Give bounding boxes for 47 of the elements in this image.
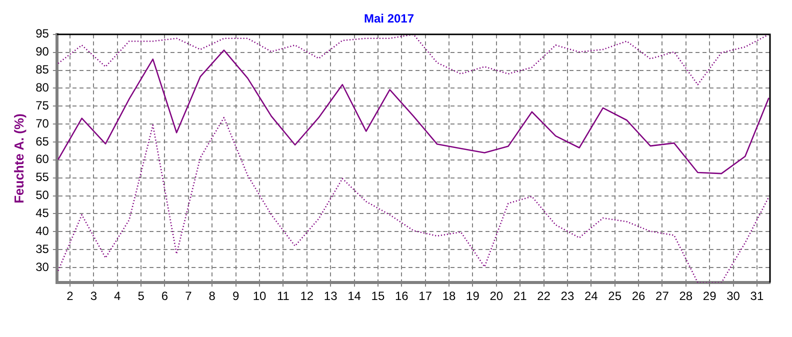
x-tick-label: 25: [608, 289, 622, 304]
chart-title: Mai 2017: [364, 12, 414, 26]
x-tick-label: 15: [371, 289, 385, 304]
x-tick-label: 9: [232, 289, 240, 304]
x-tick-label: 23: [560, 289, 574, 304]
x-tick-label: 27: [656, 289, 670, 304]
x-tick-label: 17: [418, 289, 432, 304]
x-tick-label: 5: [138, 289, 145, 304]
y-axis-title: Feuchte A. (%): [11, 114, 26, 204]
x-tick-label: 6: [161, 289, 168, 304]
x-tick-label: 26: [632, 289, 646, 304]
x-tick-label: 28: [679, 289, 693, 304]
x-tick-label: 13: [324, 289, 338, 304]
x-tick-label: 2: [66, 289, 74, 304]
x-tick-label: 22: [537, 289, 551, 304]
x-tick-label: 14: [348, 289, 362, 304]
y-tick-label: 65: [36, 134, 50, 148]
x-tick-label: 11: [276, 289, 290, 304]
y-tick-label: 60: [36, 152, 50, 166]
x-tick-label: 4: [114, 289, 122, 304]
y-tick-label: 95: [36, 26, 50, 41]
x-tick-label: 19: [466, 289, 480, 304]
y-tick-label: 45: [36, 206, 50, 220]
line-series: [57, 34, 770, 86]
y-tick-label: 85: [36, 62, 50, 77]
x-tick-label: 31: [750, 289, 764, 304]
x-tick-label: 10: [252, 289, 266, 304]
y-tick-label: 40: [36, 224, 50, 238]
x-tick-label: 12: [300, 289, 314, 304]
x-tick-label: 3: [90, 289, 98, 304]
y-tick-label: 35: [36, 242, 50, 256]
y-tick-label: 50: [36, 188, 50, 202]
x-tick-label: 18: [442, 289, 456, 304]
y-tick-label: 80: [36, 80, 50, 95]
x-tick-label: 24: [584, 289, 598, 304]
x-tick-label: 21: [513, 289, 528, 304]
x-tick-label: 7: [185, 289, 192, 304]
y-tick-label: 75: [36, 98, 50, 112]
x-tick-label: 30: [726, 289, 740, 304]
y-tick-label: 30: [36, 260, 50, 274]
y-tick-label: 70: [36, 116, 50, 130]
x-tick-label: 20: [490, 289, 504, 304]
x-tick-label: 29: [702, 289, 717, 304]
x-tick-label: 16: [394, 289, 409, 304]
y-tick-label: 55: [36, 170, 50, 184]
y-tick-label: 90: [36, 44, 50, 59]
x-tick-label: 8: [208, 289, 216, 304]
